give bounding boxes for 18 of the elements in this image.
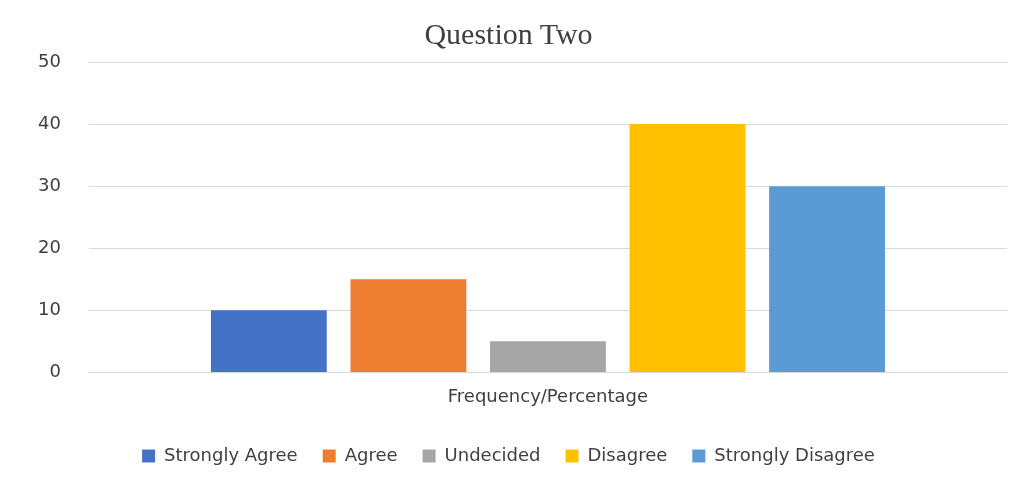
legend-label: Strongly Disagree — [714, 443, 875, 465]
y-tick-label: 40 — [38, 111, 61, 133]
chart-title: Question Two — [424, 16, 593, 50]
y-tick-label: 20 — [38, 235, 61, 257]
legend-label: Undecided — [444, 443, 541, 465]
legend-label: Agree — [344, 443, 398, 465]
y-tick-label: 50 — [38, 49, 61, 71]
legend-label: Disagree — [587, 443, 668, 465]
bar — [210, 310, 327, 372]
x-tick-label: Frequency/Percentage — [447, 384, 649, 406]
bar — [490, 341, 606, 372]
y-tick-label: 30 — [38, 173, 61, 195]
bar — [350, 279, 467, 372]
y-tick-label: 0 — [49, 360, 61, 382]
bar — [629, 124, 746, 372]
bar — [769, 186, 885, 372]
legend-label: Strongly Agree — [164, 443, 298, 465]
y-tick-label: 10 — [38, 297, 61, 319]
